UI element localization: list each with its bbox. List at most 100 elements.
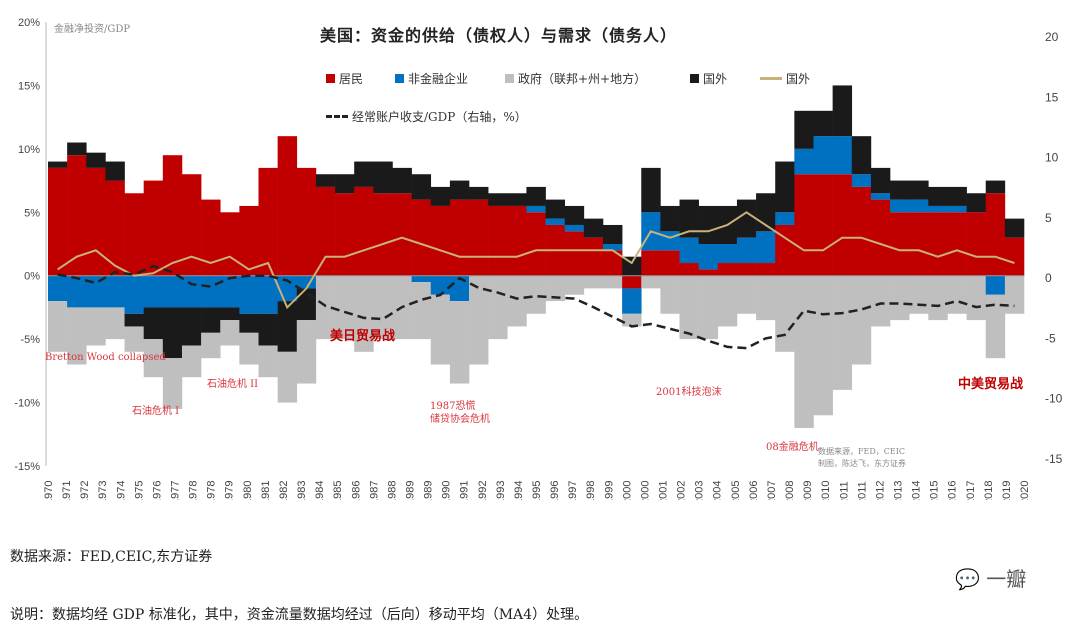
bar-corporate [736, 237, 757, 264]
bar-foreign [564, 205, 585, 225]
bar-government [641, 275, 661, 289]
bar-corporate [162, 275, 183, 308]
x-tick-label: 2003 [694, 481, 706, 500]
bar-foreign [832, 85, 853, 137]
bar-household [239, 205, 259, 276]
data-source-note: 数据来源：FED,CEIC,东方证券 [10, 549, 213, 565]
bar-corporate [813, 136, 833, 175]
bar-foreign [813, 110, 833, 137]
bar-household [928, 212, 948, 276]
bar-corporate [545, 218, 566, 225]
annotation-dotcom-bubble: 2001科技泡沫 [656, 387, 722, 398]
x-tick-label: 1977 [170, 481, 182, 500]
y2-tick-label: 20 [1045, 30, 1059, 44]
bar-government [660, 275, 680, 314]
bar-foreign [392, 167, 412, 194]
bar-household [679, 263, 699, 276]
bar-government [909, 275, 929, 314]
bar-government [545, 275, 566, 302]
bar-household [813, 174, 833, 276]
bar-corporate [449, 275, 470, 302]
bar-household [947, 212, 967, 276]
x-tick-label: 1996 [549, 481, 561, 500]
annotation-savings-loan-crisis: 储贷协会危机 [430, 414, 490, 425]
bar-government [985, 294, 1006, 359]
bar-household [373, 193, 393, 276]
bar-household [717, 263, 738, 276]
bar-corporate [602, 244, 623, 251]
annotation-oil-crisis-2: 石油危机 II [207, 379, 259, 390]
legend-label: 非金融企业 [408, 72, 469, 86]
bar-household [890, 212, 910, 276]
bar-foreign [583, 218, 604, 238]
x-tick-label: 1981 [260, 481, 272, 500]
bar-household [277, 136, 298, 276]
bar-government [239, 332, 259, 365]
x-tick-label: 1971 [61, 481, 73, 500]
bar-household [583, 237, 604, 276]
bar-household [756, 263, 776, 276]
legend-line-foreign [760, 77, 782, 80]
bar-corporate [660, 231, 680, 251]
legend-household: 居民 [326, 70, 363, 87]
bar-foreign [430, 186, 451, 206]
bar-government [258, 345, 278, 378]
bar-household [392, 193, 412, 276]
bar-household [794, 174, 814, 276]
bar-household [1004, 237, 1025, 276]
bar-corporate [985, 275, 1006, 295]
bar-government [583, 275, 604, 289]
bar-government [201, 332, 221, 359]
bar-foreign [1004, 218, 1025, 238]
x-tick-label: 1972 [79, 481, 91, 500]
legend-label: 国外 [703, 72, 728, 86]
y-tick-label: -5% [20, 334, 40, 346]
bar-household [124, 193, 144, 276]
bar-corporate [48, 275, 68, 302]
annotation-1987-panic: 1987恐慌 [430, 401, 476, 412]
bar-government [162, 358, 183, 409]
legend-government: 政府（联邦+州+地方） [505, 70, 646, 87]
bar-government [469, 275, 489, 365]
watermark: 💬 一瓣 [955, 563, 1026, 592]
x-tick-label: 2005 [730, 481, 742, 500]
bar-foreign [86, 152, 106, 168]
bar-foreign [162, 307, 183, 359]
y2-tick-label: -10 [1045, 392, 1063, 406]
bar-corporate [105, 275, 125, 308]
line-current-account [57, 264, 1015, 350]
bar-foreign [296, 288, 317, 321]
bar-corporate [258, 275, 278, 314]
bar-household [660, 250, 680, 276]
bar-household [698, 269, 719, 276]
legend-swatch-government [505, 74, 514, 83]
bar-government [296, 320, 317, 384]
bar-government [756, 275, 776, 321]
bar-government [966, 275, 987, 321]
bar-household [622, 275, 642, 289]
legend-label: 政府（联邦+州+地方） [518, 72, 647, 86]
chart-source-line2: 制图，陈达飞，东方证券 [818, 459, 906, 468]
bar-government [315, 275, 336, 340]
legend-swatch-corporate [395, 74, 404, 83]
bar-foreign [775, 161, 795, 213]
legend-swatch-foreign [690, 74, 699, 83]
bar-foreign [679, 199, 699, 238]
bar-government [698, 275, 719, 340]
bar-corporate [832, 136, 853, 175]
x-tick-label: 1986 [350, 481, 362, 500]
x-tick-label: 1989 [404, 481, 416, 500]
bar-government [488, 275, 508, 340]
bar-foreign [947, 186, 967, 206]
x-tick-label: 1978 [188, 481, 200, 500]
bar-government [564, 275, 585, 295]
bar-foreign [794, 110, 814, 149]
bar-household [602, 250, 623, 276]
bar-household [641, 250, 661, 276]
bar-corporate [622, 288, 642, 314]
x-tick-label: 1978 [206, 481, 218, 500]
bar-household [181, 174, 202, 276]
x-tick-label: 2013 [892, 481, 904, 500]
bar-government [947, 275, 967, 314]
